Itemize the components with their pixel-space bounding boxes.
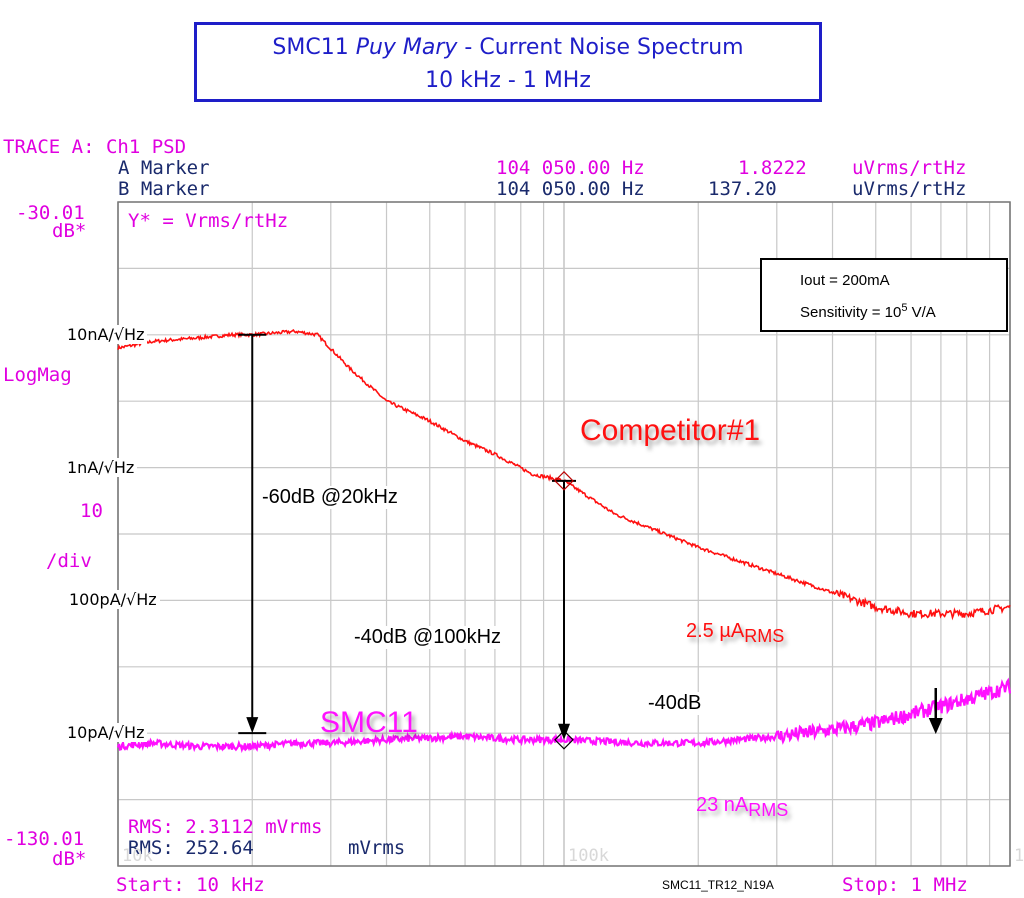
- chart-subtitle: 10 kHz - 1 MHz: [425, 68, 591, 93]
- b-marker-freq: 104 050.00 Hz: [496, 178, 645, 200]
- a-marker-value: 1.8222: [738, 157, 807, 179]
- stop-freq: Stop: 1 MHz: [842, 874, 968, 896]
- logmag-label: LogMag: [3, 364, 72, 386]
- y-tick-label: 100pA/√Hz: [66, 590, 160, 610]
- marker-diamond: [554, 470, 574, 491]
- top-ref-value: -30.01: [16, 202, 85, 224]
- chart-title: SMC11 Puy Mary - Current Noise Spectrum: [272, 35, 744, 60]
- drop-label: -40dB: [648, 692, 702, 715]
- sensitivity-label: Sensitivity = 105 V/A: [800, 302, 936, 321]
- competitor-label: Competitor#1: [580, 414, 761, 447]
- bottom-ref-value: -130.01: [4, 828, 85, 850]
- conditions-box: Iout = 200mA Sensitivity = 105 V/A: [760, 258, 1008, 332]
- db100-label: -40dB @100kHz: [354, 626, 502, 649]
- series-line-smc11: [116, 677, 1012, 754]
- db20-label: -60dB @20kHz: [262, 486, 398, 509]
- file-id: SMC11_TR12_N19A: [662, 878, 774, 892]
- smc11-label: SMC11: [320, 706, 418, 739]
- rms-readout-2-unit: mVrms: [348, 837, 406, 859]
- iout-label: Iout = 200mA: [800, 272, 890, 289]
- rms-readout-2: RMS: 252.64: [128, 837, 254, 859]
- smc11-rms: 23 nARMS: [696, 794, 789, 820]
- bottom-ref-unit: dB*: [52, 848, 87, 870]
- y-tick-label: 1nA/√Hz: [64, 457, 138, 477]
- annotation-arrows: [238, 333, 943, 750]
- b-marker-label: B Marker: [118, 178, 210, 200]
- b-marker-value: 137.20: [708, 178, 777, 200]
- arrow-100k-head: [558, 723, 570, 740]
- a-marker-label: A Marker: [118, 157, 210, 179]
- div-value: 10: [80, 500, 103, 522]
- top-ref-unit: dB*: [52, 220, 87, 242]
- marker-diamond: [554, 729, 574, 750]
- y-tick-label: 10nA/√Hz: [64, 324, 148, 344]
- competitor-rms: 2.5 µARMS: [686, 620, 785, 646]
- drop-arrow-head: [928, 718, 943, 734]
- a-marker-unit: uVrms/rtHz: [852, 157, 967, 179]
- start-freq: Start: 10 kHz: [116, 874, 265, 896]
- x-tick-label: 100k: [568, 846, 609, 866]
- div-unit: /div: [46, 550, 92, 572]
- chart-title-box: SMC11 Puy Mary - Current Noise Spectrum …: [194, 22, 822, 102]
- a-marker-freq: 104 050.00 Hz: [496, 157, 645, 179]
- rms-readout-1: RMS: 2.3112 mVrms: [128, 816, 323, 838]
- x-tick-label: 10k: [122, 846, 153, 866]
- trace-label: TRACE A: Ch1 PSD: [3, 136, 187, 158]
- y-tick-label: 10pA/√Hz: [64, 723, 148, 743]
- b-marker-unit: uVrms/rtHz: [852, 178, 967, 200]
- x-tick-label: 1M: [1014, 846, 1024, 866]
- y-unit-label: Y* = Vrms/rtHz: [128, 210, 289, 232]
- plot-frame: [117, 201, 1011, 867]
- arrow-20k-head: [246, 717, 259, 734]
